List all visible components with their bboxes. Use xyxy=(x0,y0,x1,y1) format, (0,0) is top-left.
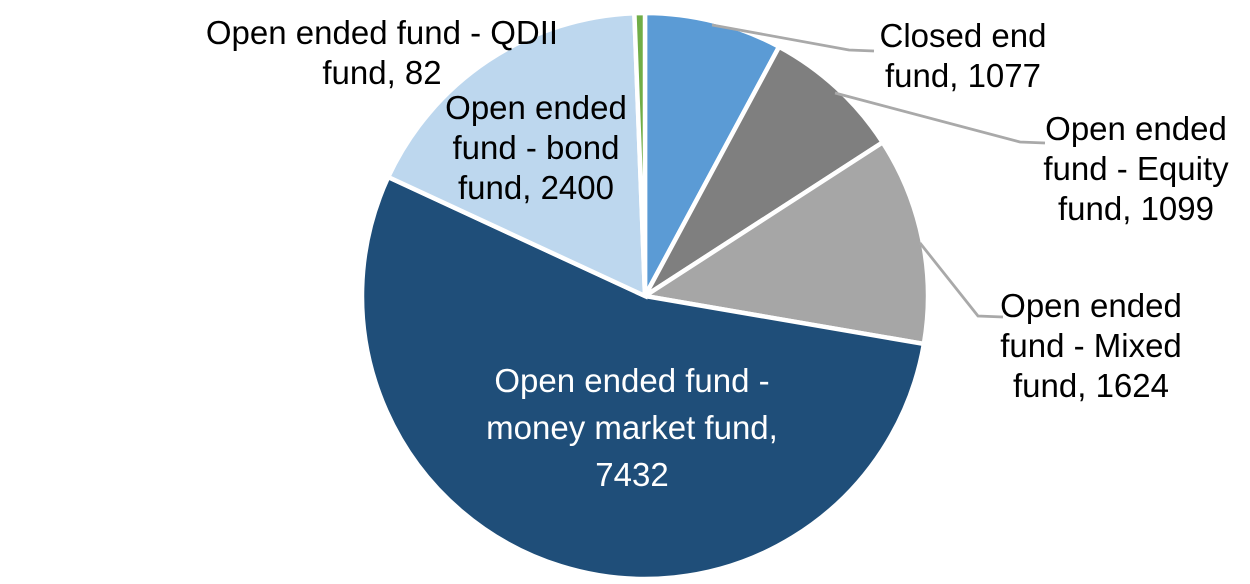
pie-slice-open-ended-mixed-fund xyxy=(638,139,931,347)
leader-line-open-ended-equity-fund xyxy=(834,91,1046,145)
pie-slice-closed-end-fund xyxy=(642,10,783,298)
leader-line-open-ended-mixed-fund xyxy=(918,242,1004,319)
pie-slice-open-ended-qdii-fund xyxy=(632,10,648,297)
leader-line-closed-end-fund xyxy=(711,23,875,53)
pie-slice-open-ended-money-market-fund xyxy=(359,174,927,582)
pie-slice-open-ended-bond-fund xyxy=(385,10,648,300)
pie-slice-open-ended-equity-fund xyxy=(643,43,886,298)
